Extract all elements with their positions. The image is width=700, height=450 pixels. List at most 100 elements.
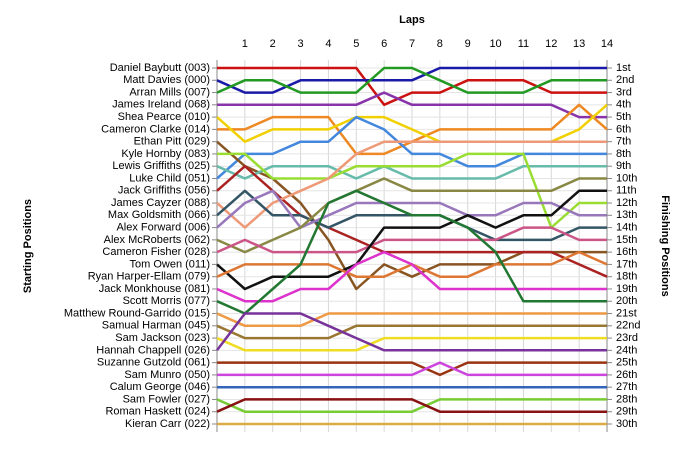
labels: 1 2 3 4 5 6 7 8 9 10 11 12 13 141st2nd3rd4th5th6th7th…: [64, 38, 641, 430]
y2-tick-label: 11th: [616, 185, 637, 197]
legend-label: James Ireland (068): [112, 99, 210, 111]
series-line: [216, 398, 607, 413]
legend-label: Alex Forward (006): [116, 221, 210, 233]
legend-label: Lewis Griffiths (025): [112, 160, 210, 172]
legend-label: Sam Fowler (027): [123, 393, 210, 405]
y2-tick-label: 18th: [616, 271, 637, 283]
series-line: [216, 164, 607, 180]
series-line: [216, 66, 607, 94]
y2-tick-label: 29th: [616, 406, 637, 418]
y2-tick-label: 9th: [616, 160, 631, 172]
y2-tick-label: 12th: [616, 197, 637, 209]
y2-tick-label: 2nd: [616, 74, 634, 86]
y2-tick-label: 15th: [616, 234, 637, 246]
legend-label: Tom Owen (011): [130, 258, 211, 270]
x-tick-label: 9: [465, 38, 471, 50]
y2-tick-label: 3rd: [616, 86, 632, 98]
legend-label: James Cayzer (088): [111, 197, 210, 209]
grid: [212, 60, 612, 432]
legend-label: Kyle Hornby (083): [121, 148, 210, 160]
x-tick-label: 13: [573, 38, 585, 50]
x-tick-label: 5: [353, 38, 359, 50]
legend-label: Jack Griffiths (056): [118, 185, 210, 197]
series-line: [217, 66, 607, 107]
x-tick-label: 14: [601, 38, 613, 50]
series-line: [217, 361, 607, 377]
x-tick-label: 11: [518, 38, 529, 50]
series-line: [217, 91, 607, 119]
series-line: [216, 398, 607, 413]
y2-tick-label: 5th: [616, 111, 631, 123]
legend-label: Suzanne Gutzold (061): [97, 357, 210, 369]
legend-label: Shea Pearce (010): [118, 111, 210, 123]
series-line: [216, 115, 607, 180]
legend-label: Jack Monkhouse (081): [99, 283, 210, 295]
legend-label: Cameron Clarke (014): [101, 123, 210, 135]
series-line: [216, 312, 607, 328]
series-line: [216, 189, 607, 229]
lines: [216, 66, 608, 426]
y2-tick-label: 30th: [616, 418, 637, 430]
y2-tick-label: 23rd: [616, 332, 638, 344]
legend-label: Calum George (046): [110, 381, 210, 393]
legend-label: Sam Jackson (023): [115, 332, 210, 344]
x-axis-title: Laps: [399, 14, 425, 26]
series-line: [216, 336, 607, 352]
series-line: [216, 324, 607, 340]
x-tick-label: 2: [270, 38, 276, 50]
series-line: [216, 66, 607, 94]
series-line: [216, 140, 607, 229]
y2-tick-label: 4th: [616, 99, 631, 111]
legend-label: Kieran Carr (022): [125, 418, 210, 430]
y2-tick-label: 19th: [616, 283, 637, 295]
series-line: [217, 361, 607, 377]
y2-tick-label: 25th: [616, 357, 637, 369]
y2-tick-label: 7th: [616, 136, 631, 148]
y2-tick-label: 1st: [616, 62, 631, 74]
legend-label: Luke Child (051): [129, 172, 210, 184]
legend-label: Scott Morris (077): [123, 295, 210, 307]
y2-tick-label: 16th: [616, 246, 637, 258]
series-line: [216, 177, 607, 254]
legend-label: Max Goldsmith (066): [108, 209, 210, 221]
y2-axis-title: Finishing Positions: [659, 195, 671, 296]
legend-label: Sam Munro (050): [124, 369, 210, 381]
x-tick-label: 6: [381, 38, 387, 50]
x-tick-label: 10: [489, 38, 501, 50]
legend-label: Hannah Chappell (026): [96, 344, 210, 356]
legend-label: Samual Harman (045): [102, 320, 210, 332]
y2-tick-label: 22nd: [616, 320, 640, 332]
y2-tick-label: 26th: [616, 369, 637, 381]
y2-tick-label: 17th: [616, 258, 637, 270]
y2-tick-label: 24th: [616, 344, 637, 356]
x-tick-label: 12: [545, 38, 557, 50]
y2-tick-label: 8th: [616, 148, 631, 160]
y2-tick-label: 28th: [616, 393, 637, 405]
y2-tick-label: 10th: [616, 172, 637, 184]
y2-tick-label: 27th: [616, 381, 637, 393]
y-axis-title: Starting Positions: [22, 199, 34, 293]
legend-label: Matthew Round-Garrido (015): [64, 307, 210, 319]
x-tick-label: 7: [409, 38, 415, 50]
legend-label: Cameron Fisher (028): [102, 246, 210, 258]
series-line: [216, 189, 607, 291]
x-tick-label: 8: [437, 38, 443, 50]
x-tick-label: 3: [298, 38, 304, 50]
y2-tick-label: 21st: [616, 307, 637, 319]
x-tick-label: 4: [325, 38, 331, 50]
y2-tick-label: 14th: [616, 221, 637, 233]
legend-label: Daniel Baybutt (003): [110, 62, 210, 74]
legend-label: Roman Haskett (024): [105, 406, 210, 418]
y2-tick-label: 13th: [616, 209, 637, 221]
legend-label: Ryan Harper-Ellam (079): [88, 271, 210, 283]
legend-label: Ethan Pitt (029): [134, 136, 210, 148]
legend-label: Matt Davies (000): [123, 74, 210, 86]
series-line: [216, 312, 607, 352]
series-line: [216, 189, 607, 315]
legend-label: Alex McRoberts (062): [104, 234, 210, 246]
x-tick-label: 1: [242, 38, 248, 50]
y2-tick-label: 20th: [616, 295, 637, 307]
y2-tick-label: 6th: [616, 123, 631, 135]
series-line: [216, 226, 607, 254]
